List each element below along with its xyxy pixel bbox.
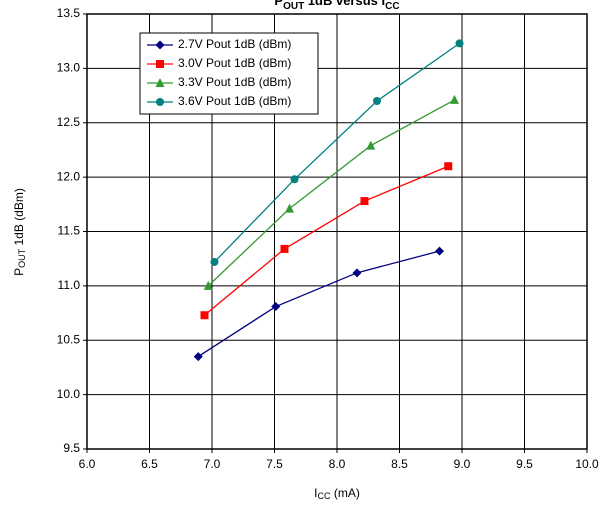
y-tick-label: 13.0 (57, 61, 81, 75)
series-line (204, 165, 449, 316)
title-part: P (274, 0, 283, 8)
legend-box (139, 32, 319, 115)
x-tick-label: 7.5 (266, 457, 283, 471)
label-part: I (314, 486, 317, 500)
marker (444, 162, 453, 171)
x-tick-label: 10.0 (575, 457, 599, 471)
x-tick-label: 8.5 (391, 457, 408, 471)
label-part: (mA) (331, 486, 360, 500)
label-part: 1dB (dBm) (12, 188, 26, 249)
y-tick-label: 10.0 (57, 387, 81, 401)
x-tick-label: 8.0 (329, 457, 346, 471)
marker (360, 197, 369, 206)
marker (280, 244, 289, 253)
marker (373, 97, 381, 105)
legend-label: 3.6V Pout 1dB (dBm) (178, 94, 291, 108)
marker (285, 203, 294, 213)
marker (455, 39, 464, 48)
y-tick-label: 12.0 (57, 169, 81, 183)
legend-label: 3.0V Pout 1dB (dBm) (178, 56, 291, 70)
marker (352, 268, 362, 278)
legend-marker (155, 40, 165, 50)
y-tick-label: 13.5 (57, 6, 81, 20)
marker (271, 302, 281, 312)
marker (203, 280, 213, 290)
x-axis-label: ICC (mA) (314, 486, 360, 501)
x-tick-label: 7.0 (204, 457, 221, 471)
marker (366, 140, 376, 150)
y-tick-label: 12.5 (57, 115, 81, 129)
series-line (214, 42, 460, 263)
legend-label: 3.3V Pout 1dB (dBm) (178, 75, 291, 89)
y-tick-label: 9.5 (63, 441, 80, 455)
x-tick-label: 9.0 (454, 457, 471, 471)
title-part: 1dB versus I (304, 0, 385, 8)
legend-marker (155, 78, 165, 87)
label-part: CC (318, 491, 331, 501)
series-line (197, 250, 440, 358)
y-tick-label: 11.0 (58, 278, 81, 292)
title-part: CC (385, 1, 399, 12)
marker (450, 94, 459, 104)
legend-marker (156, 98, 164, 106)
marker (200, 311, 209, 320)
y-tick-label: 10.5 (57, 332, 81, 346)
x-tick-label: 6.0 (79, 457, 96, 471)
marker (193, 352, 203, 362)
title-part: OUT (283, 1, 304, 12)
plot-frame (86, 13, 588, 450)
marker (210, 257, 219, 266)
y-axis-label: POUT 1dB (dBm) (12, 188, 27, 276)
series-line (207, 99, 455, 287)
marker (290, 175, 299, 184)
chart-title: POUT 1dB versus ICC (274, 0, 399, 12)
legend-label: 2.7V Pout 1dB (dBm) (178, 37, 291, 51)
x-tick-label: 6.5 (141, 457, 158, 471)
x-tick-label: 9.5 (516, 457, 533, 471)
marker (435, 246, 444, 256)
label-part: P (12, 268, 26, 276)
y-tick-label: 11.5 (58, 224, 81, 238)
label-part: OUT (17, 248, 27, 268)
legend-marker (156, 60, 164, 68)
